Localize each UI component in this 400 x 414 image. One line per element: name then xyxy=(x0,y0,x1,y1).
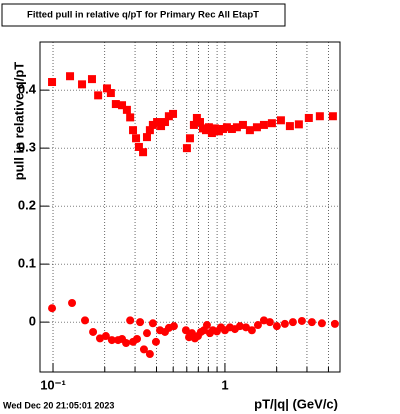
point xyxy=(330,319,339,328)
point xyxy=(66,72,75,81)
footer: Wed Dec 20 21:05:01 2023 xyxy=(3,400,114,410)
point xyxy=(297,316,306,325)
point xyxy=(133,334,142,343)
point xyxy=(317,319,326,328)
point xyxy=(148,120,157,129)
point xyxy=(94,91,103,100)
point xyxy=(78,80,87,89)
point xyxy=(181,326,190,335)
y-tick-label: 0.1 xyxy=(18,256,36,271)
x-axis-label: pT/|q| (GeV/c) xyxy=(254,396,338,411)
y-axis-label: pull in relative q/pT xyxy=(11,62,26,181)
point xyxy=(222,123,231,132)
plot-frame xyxy=(39,41,341,373)
point xyxy=(132,134,141,143)
point xyxy=(81,316,90,325)
point xyxy=(245,126,254,135)
point xyxy=(142,329,151,338)
point xyxy=(136,318,145,327)
point xyxy=(214,127,223,136)
point xyxy=(106,89,115,98)
point xyxy=(182,144,191,153)
point xyxy=(227,124,236,133)
point xyxy=(204,123,213,132)
point xyxy=(160,118,169,127)
point xyxy=(142,133,151,142)
point xyxy=(238,120,247,129)
point xyxy=(265,318,274,327)
point xyxy=(294,120,303,129)
point xyxy=(118,101,127,110)
y-tick-label: 0.3 xyxy=(18,140,36,155)
point xyxy=(126,113,135,122)
point xyxy=(145,350,154,359)
point xyxy=(122,339,131,348)
x-tick-label: 10⁻¹ xyxy=(40,377,66,392)
point xyxy=(139,148,148,157)
point xyxy=(235,322,244,331)
point xyxy=(68,298,77,307)
point xyxy=(307,318,316,327)
point xyxy=(253,321,262,330)
point xyxy=(185,134,194,143)
point xyxy=(157,122,166,131)
y-tick-label: 0.2 xyxy=(18,198,36,213)
point xyxy=(328,112,337,121)
point xyxy=(232,123,241,132)
point xyxy=(87,75,96,84)
point xyxy=(164,112,173,121)
y-tick-label: 0.4 xyxy=(18,82,37,97)
point xyxy=(259,120,268,129)
point xyxy=(169,322,178,331)
point xyxy=(272,322,281,331)
point xyxy=(315,112,324,121)
point xyxy=(247,326,256,335)
point xyxy=(192,113,201,122)
point xyxy=(288,318,297,327)
point xyxy=(111,100,120,109)
point xyxy=(280,319,289,328)
point xyxy=(102,84,111,93)
point xyxy=(252,123,261,132)
point xyxy=(126,316,135,325)
point xyxy=(148,319,157,328)
point xyxy=(153,118,162,127)
point xyxy=(89,327,98,336)
point xyxy=(139,345,148,354)
point xyxy=(241,323,250,332)
point xyxy=(189,120,198,129)
point xyxy=(129,126,138,135)
point xyxy=(207,129,216,138)
point xyxy=(48,304,57,313)
point xyxy=(48,78,57,87)
x-tick-label: 1 xyxy=(221,377,228,392)
y-tick-label: 0 xyxy=(29,314,36,329)
point xyxy=(202,321,211,330)
point xyxy=(304,113,313,122)
point xyxy=(276,116,285,125)
point xyxy=(134,142,143,151)
point xyxy=(285,122,294,131)
point xyxy=(107,336,116,345)
point xyxy=(169,109,178,118)
point xyxy=(195,118,204,127)
chart-title: Fitted pull in relative q/pT for Primary… xyxy=(27,10,259,21)
point xyxy=(267,119,276,128)
title-box xyxy=(1,3,286,27)
point xyxy=(151,337,160,346)
point xyxy=(101,332,110,341)
point xyxy=(145,126,154,135)
point xyxy=(122,105,131,114)
